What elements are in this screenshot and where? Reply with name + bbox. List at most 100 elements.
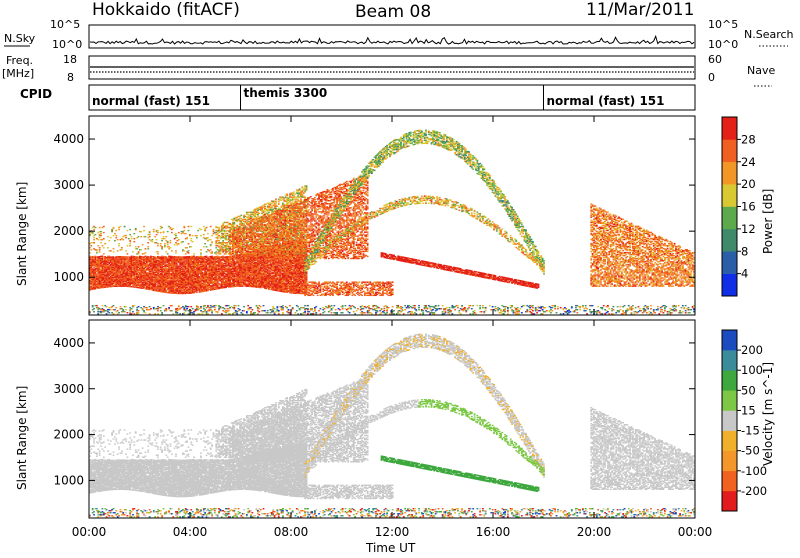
power-cell: [188, 230, 190, 231]
power-cell: [183, 226, 185, 227]
power-cell: [246, 226, 248, 227]
power-cell: [218, 240, 220, 241]
power-cell: [170, 240, 172, 241]
date-title: 11/Mar/2011: [586, 0, 694, 20]
power-cell: [235, 305, 237, 306]
power-cell: [145, 248, 147, 249]
power-cell: [229, 230, 231, 231]
power-cell: [203, 234, 205, 235]
power-cell: [229, 313, 231, 314]
power-cell: [211, 235, 213, 236]
power-cell: [206, 251, 208, 252]
power-cell: [153, 229, 155, 230]
power-cell: [147, 242, 149, 243]
power-cell: [125, 250, 127, 251]
power-cell: [115, 237, 117, 238]
freq-low-tick: 8: [67, 71, 74, 84]
power-cell: [185, 253, 187, 254]
power-cell: [175, 252, 177, 253]
power-cell: [157, 245, 159, 246]
power-cell: [149, 231, 151, 232]
power-cell: [200, 252, 202, 253]
power-cell: [106, 306, 108, 307]
power-cell: [167, 253, 169, 254]
power-cell: [143, 230, 145, 231]
power-cell: [113, 251, 115, 252]
power-cell: [103, 247, 105, 248]
power-cell: [193, 253, 195, 254]
power-cell: [129, 243, 131, 244]
power-cell: [200, 306, 202, 307]
power-cell: [115, 235, 117, 236]
power-cell: [172, 313, 174, 314]
power-cell: [149, 313, 151, 314]
power-cell: [211, 241, 213, 242]
power-cell: [114, 233, 116, 234]
power-cell: [217, 311, 219, 312]
power-cell: [165, 251, 167, 252]
power-cell: [176, 312, 178, 313]
power-cell: [153, 231, 155, 232]
power-cell: [96, 249, 98, 250]
cpid-segment-label: normal (fast) 151: [547, 94, 665, 108]
power-cell: [131, 236, 133, 237]
power-cell: [160, 243, 162, 244]
power-cell: [97, 239, 99, 240]
power-data-layer: [89, 129, 695, 314]
power-cell: [149, 234, 151, 235]
power-cell: [90, 245, 92, 246]
power-cell: [142, 308, 144, 309]
power-cell: [240, 215, 242, 216]
power-cell: [149, 306, 151, 307]
power-cell: [156, 239, 158, 240]
nsearch-top-tick: 10^5: [708, 18, 738, 31]
power-cell: [188, 252, 190, 253]
power-cell: [211, 310, 213, 311]
power-cell: [129, 245, 131, 246]
power-cell: [224, 308, 226, 309]
power-cell: [96, 252, 98, 253]
power-cell: [247, 305, 249, 306]
power-cell: [118, 312, 120, 313]
power-cell: [185, 233, 187, 234]
cpid-label: CPID: [20, 87, 52, 101]
power-cell: [186, 237, 188, 238]
power-cell: [108, 240, 110, 241]
power-cell: [228, 305, 230, 306]
power-cell: [200, 235, 202, 236]
power-cell: [127, 253, 129, 254]
power-cell: [178, 243, 180, 244]
power-cell: [121, 247, 123, 248]
power-cell: [151, 241, 153, 242]
power-cell: [127, 312, 129, 313]
power-cell: [157, 310, 159, 311]
cpid-segment-label: normal (fast) 151: [92, 94, 210, 108]
power-cell: [167, 231, 169, 232]
power-cell: [188, 306, 190, 307]
power-cell: [99, 249, 101, 250]
power-cell: [171, 310, 173, 311]
power-cell: [201, 313, 203, 314]
power-cell: [203, 226, 205, 227]
power-cell: [120, 226, 122, 227]
nave-low-tick: 0: [708, 71, 715, 84]
power-cell: [113, 305, 115, 306]
power-cell: [207, 233, 209, 234]
power-cell: [115, 307, 117, 308]
power-cell: [161, 240, 163, 241]
power-cell: [188, 250, 190, 251]
power-cell: [157, 251, 159, 252]
power-cell: [157, 243, 159, 244]
power-cell: [171, 250, 173, 251]
power-cell: [213, 229, 215, 230]
power-cell: [115, 230, 117, 231]
power-cell: [188, 226, 190, 227]
power-cell: [188, 243, 190, 244]
power-cell: [118, 229, 120, 230]
freq-label: Freq.: [6, 54, 33, 67]
power-cell: [178, 232, 180, 233]
power-cell: [186, 247, 188, 248]
power-cell: [108, 312, 110, 313]
